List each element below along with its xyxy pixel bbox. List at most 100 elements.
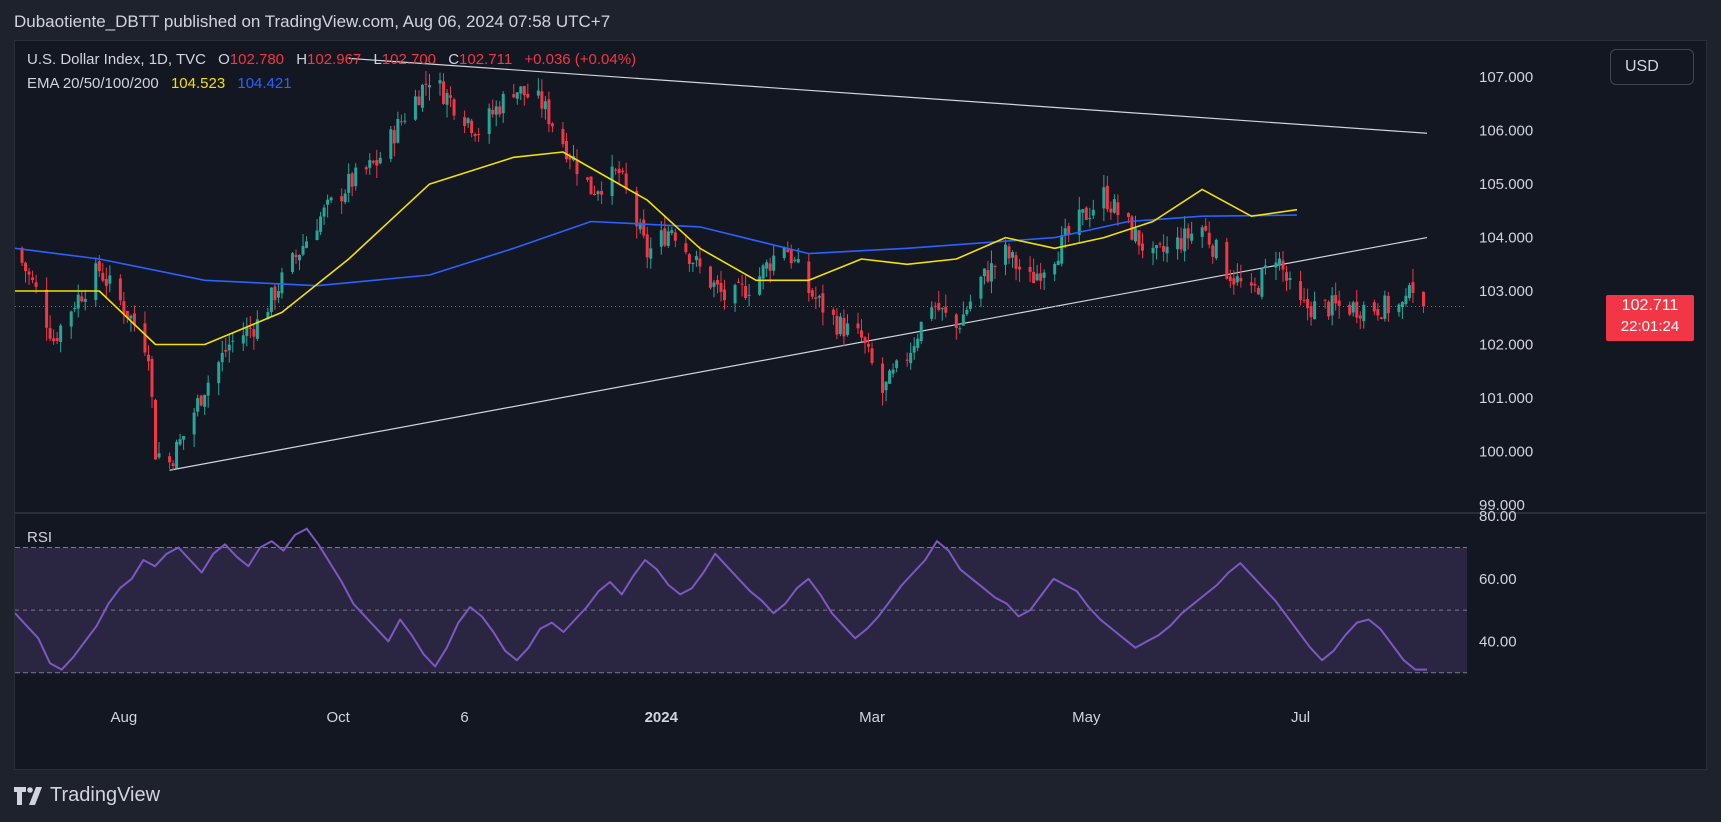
candle-body bbox=[1176, 237, 1180, 250]
candle-body bbox=[153, 399, 157, 460]
rsi-pane-label[interactable]: RSI bbox=[27, 529, 53, 546]
candle-body bbox=[438, 80, 442, 84]
candle-body bbox=[252, 329, 256, 337]
candle-body bbox=[593, 193, 597, 195]
candle-body bbox=[449, 95, 453, 98]
candle-body bbox=[793, 259, 797, 261]
chart-frame[interactable]: 107.000 106.000 105.000 104.000 103.000 102.0… bbox=[14, 40, 1707, 770]
candle-body bbox=[175, 441, 179, 469]
candle-body bbox=[993, 265, 997, 267]
candle-body bbox=[663, 228, 667, 246]
candle-body bbox=[867, 343, 871, 347]
candle-body bbox=[80, 296, 84, 302]
candle-body bbox=[329, 197, 333, 201]
candle-body bbox=[670, 230, 674, 234]
candle-body bbox=[937, 303, 941, 310]
candle-body bbox=[101, 272, 105, 281]
candle-body bbox=[870, 348, 874, 363]
candle-body bbox=[733, 284, 737, 304]
candle-body bbox=[1204, 225, 1208, 231]
candle-body bbox=[1274, 262, 1278, 268]
candle-body bbox=[354, 167, 358, 187]
last-price: 102.711 bbox=[1621, 296, 1679, 314]
ema-value-slow: 104.421 bbox=[237, 75, 292, 92]
candle-body bbox=[146, 354, 150, 362]
candle-body bbox=[807, 261, 811, 293]
candle-body bbox=[203, 394, 207, 407]
candle-body bbox=[1155, 245, 1159, 249]
candle-body bbox=[712, 282, 716, 287]
candle-body bbox=[1105, 185, 1109, 210]
candle-body bbox=[470, 120, 474, 134]
candle-body bbox=[55, 338, 59, 341]
candle-body bbox=[673, 232, 677, 241]
candle-body bbox=[248, 327, 252, 329]
candle-body bbox=[97, 261, 101, 272]
low-value: L102.700 bbox=[373, 51, 437, 68]
currency-button[interactable]: USD bbox=[1610, 49, 1694, 85]
candle-body bbox=[1028, 266, 1032, 272]
candle-body bbox=[20, 247, 24, 263]
ema-label: EMA 20/50/100/200 bbox=[27, 75, 159, 92]
rsi-pane bbox=[15, 527, 1467, 674]
candle-body bbox=[842, 318, 846, 337]
candle-body bbox=[1116, 202, 1120, 216]
candle-body bbox=[442, 81, 446, 104]
candle-body bbox=[708, 266, 712, 288]
candle-body bbox=[269, 287, 273, 312]
candle-body bbox=[1285, 272, 1289, 281]
time-axis-label: Oct bbox=[326, 709, 350, 726]
rsi-axis-label: 60.00 bbox=[1479, 571, 1517, 588]
candle-body bbox=[543, 101, 547, 110]
candle-body bbox=[1372, 302, 1376, 312]
candle-body bbox=[34, 282, 38, 287]
candle-body bbox=[1200, 227, 1204, 237]
candle-body bbox=[649, 248, 653, 259]
tradingview-logo[interactable]: TradingView bbox=[14, 784, 160, 807]
candle-body bbox=[280, 272, 284, 294]
candle-body bbox=[1337, 300, 1341, 306]
time-axis-label: May bbox=[1072, 709, 1101, 726]
chart-canvas[interactable]: 107.000 106.000 105.000 104.000 103.000 102.0… bbox=[15, 41, 1706, 769]
candle-body bbox=[856, 323, 860, 329]
candle-body bbox=[684, 243, 688, 253]
candle-body bbox=[1109, 208, 1113, 213]
candle-body bbox=[540, 91, 544, 109]
candle-body bbox=[863, 337, 867, 344]
trendlines bbox=[15, 57, 1467, 471]
candle-body bbox=[1397, 304, 1401, 313]
candle-body bbox=[1407, 285, 1411, 299]
candle-body bbox=[968, 301, 972, 309]
candle-body bbox=[1060, 235, 1064, 264]
candle-body bbox=[143, 323, 147, 353]
candle-body bbox=[1081, 209, 1085, 213]
candle-body bbox=[1327, 301, 1331, 317]
candle-body bbox=[1165, 246, 1169, 254]
candle-body bbox=[298, 255, 302, 261]
candle-body bbox=[364, 167, 368, 170]
candle-body bbox=[645, 234, 649, 258]
price-axis-label: 104.000 bbox=[1479, 230, 1533, 247]
candle-body bbox=[1162, 246, 1166, 252]
axes: 107.000 106.000 105.000 104.000 103.000 102.0… bbox=[111, 69, 1534, 726]
ema-legend[interactable]: EMA 20/50/100/200 104.523 104.421 bbox=[27, 75, 300, 92]
candle-body bbox=[687, 254, 691, 264]
candle-body bbox=[1334, 294, 1338, 304]
candle-body bbox=[715, 280, 719, 285]
candle-body bbox=[1183, 228, 1187, 252]
candle-body bbox=[747, 294, 751, 296]
ema-slow-line bbox=[15, 214, 1298, 287]
symbol-name[interactable]: U.S. Dollar Index, 1D, TVC bbox=[27, 51, 206, 68]
candle-body bbox=[1411, 282, 1415, 294]
ohlc-legend: U.S. Dollar Index, 1D, TVC O102.780 H102… bbox=[27, 51, 644, 68]
rsi-axis-label: 80.00 bbox=[1479, 508, 1517, 525]
candle-body bbox=[31, 277, 35, 281]
time-axis-label: Aug bbox=[111, 709, 138, 726]
candle-body bbox=[944, 306, 948, 313]
time-axis-label: 6 bbox=[460, 709, 468, 726]
candle-body bbox=[1302, 299, 1306, 301]
candle-body bbox=[1400, 301, 1404, 308]
candle-body bbox=[389, 129, 393, 159]
candle-body bbox=[473, 134, 477, 137]
candle-body bbox=[916, 338, 920, 348]
